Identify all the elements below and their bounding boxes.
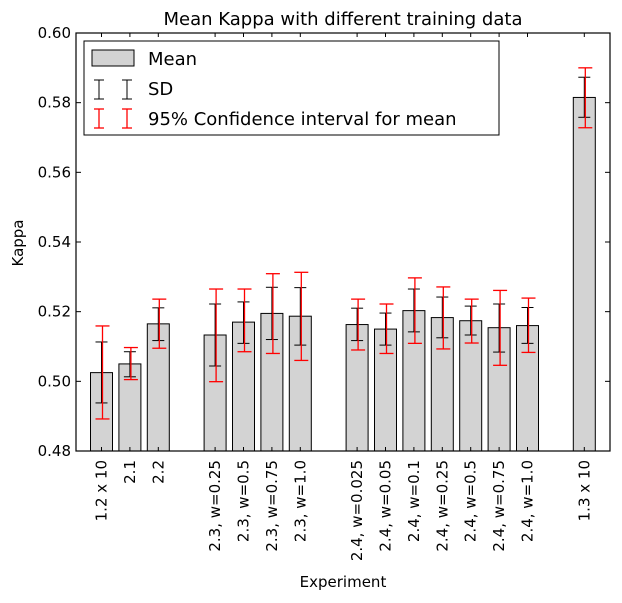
x-tick-label: 2.4, w=0.1 [405, 460, 423, 542]
y-tick-label: 0.48 [38, 442, 71, 460]
sd-errorbar [351, 307, 364, 342]
sd-errorbar [521, 306, 534, 344]
legend-sd-label: SD [148, 79, 173, 100]
bars-layer [90, 96, 596, 452]
x-tick-label: 2.3, w=0.25 [206, 460, 224, 552]
sd-errorbar [237, 301, 250, 344]
ci-errorbar [237, 288, 252, 353]
bar [459, 320, 483, 452]
y-tick-label: 0.52 [38, 303, 71, 321]
ci-errorbar [464, 298, 479, 344]
legend-mean-label: Mean [148, 49, 197, 70]
sd-errorbar [436, 296, 449, 339]
y-ticks: 0.48 0.50 0.52 0.54 0.56 0.58 0.60 [38, 24, 610, 460]
sd-errorbar [209, 303, 222, 367]
legend-ci-label: 95% Confidence interval for mean [148, 109, 457, 130]
y-axis-label: Kappa [9, 220, 27, 267]
ci-errorbar [294, 271, 309, 362]
x-axis-label: Experiment [300, 573, 387, 591]
y-tick-label: 0.58 [38, 94, 71, 112]
legend-ci-swatch [94, 108, 132, 129]
sd-errorbar [294, 287, 307, 346]
bar [572, 96, 596, 452]
x-tick-label: 2.4, w=0.25 [433, 460, 451, 552]
ci-errorbar [351, 298, 366, 351]
ci-errorbar [95, 325, 110, 420]
y-tick-label: 0.60 [38, 24, 71, 42]
bar [374, 328, 397, 452]
sd-errorbars-layer [95, 76, 591, 404]
x-tick-label: 2.3, w=1.0 [291, 460, 309, 542]
ci-errorbar [436, 286, 451, 350]
ci-errorbar [265, 273, 280, 355]
x-tick-label: 1.3 x 10 [575, 460, 593, 521]
legend-sd-swatch [94, 79, 132, 100]
plot-frame [75, 32, 611, 452]
ci-errorbar [493, 289, 508, 366]
legend-mean-swatch [91, 49, 135, 67]
sd-errorbar [578, 76, 591, 118]
ci-errorbar [379, 303, 394, 355]
bar [146, 323, 170, 452]
x-tick-label: 2.2 [149, 460, 167, 484]
bar [516, 325, 539, 452]
y-tick-label: 0.56 [38, 163, 71, 181]
y-tick-label: 0.50 [38, 372, 71, 390]
sd-errorbar [265, 286, 278, 341]
bar [345, 324, 369, 452]
y-tick-label: 0.54 [38, 233, 71, 251]
sd-errorbar [152, 307, 165, 342]
sd-errorbar [464, 305, 477, 336]
sd-errorbar [123, 351, 136, 378]
ci-errorbar [123, 346, 138, 381]
x-tick-label: 2.4, w=0.5 [462, 460, 480, 542]
chart-title: Mean Kappa with different training data [164, 9, 523, 30]
ci-errorbar [407, 277, 422, 345]
ci-errorbars-layer [95, 67, 593, 420]
legend-box [83, 40, 500, 136]
sd-errorbar [407, 288, 420, 333]
x-tick-label: 2.1 [121, 460, 139, 484]
sd-errorbar [493, 303, 506, 353]
x-tick-label: 2.4, w=1.0 [519, 460, 537, 542]
sd-errorbar [379, 312, 392, 346]
x-tick-label: 2.3, w=0.5 [235, 460, 253, 542]
x-tick-label: 2.3, w=0.75 [263, 460, 281, 552]
x-tick-labels: 1.2 x 10 2.1 2.2 2.3, w=0.25 2.3, w=0.5 2.3, … [93, 33, 593, 561]
x-tick-label: 2.4, w=0.05 [377, 460, 395, 552]
x-tick-label: 2.4, w=0.75 [490, 460, 508, 552]
sd-errorbar [95, 341, 108, 404]
ci-errorbar [578, 67, 593, 129]
x-tick-label: 2.4, w=0.025 [348, 460, 366, 561]
ci-errorbar [209, 288, 224, 383]
ci-errorbar [152, 298, 167, 349]
ci-errorbar [521, 297, 536, 354]
legend: Mean SD 95% Confidence interval for mean [83, 40, 500, 136]
x-tick-label: 1.2 x 10 [93, 460, 111, 521]
